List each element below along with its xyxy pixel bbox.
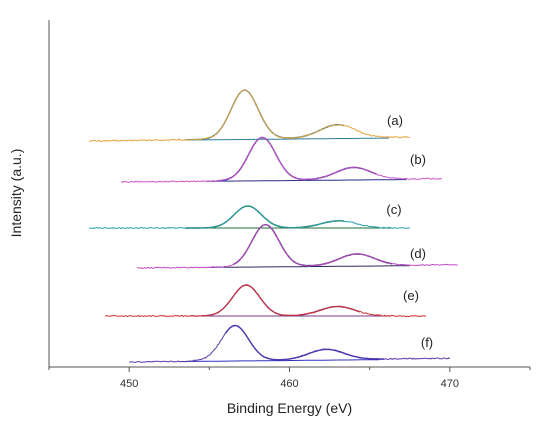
series-label-1: (b) — [410, 152, 426, 167]
series-label-5: (f) — [421, 335, 433, 350]
series-line-0 — [88, 89, 410, 143]
series-line-3 — [137, 224, 458, 270]
y-axis-title: Intensity (a.u.) — [8, 149, 24, 238]
series-label-4: (e) — [403, 288, 419, 303]
fit-line-1 — [217, 136, 377, 182]
background-line-0 — [188, 137, 389, 141]
fit-line-4 — [201, 284, 361, 317]
trace-group: (a) (b) (c) (d) (e) (f) — [88, 89, 458, 363]
x-tick-label: 450 — [120, 378, 138, 390]
fit-line-0 — [185, 89, 345, 141]
series-label-0: (a) — [387, 113, 403, 128]
x-tick-label: 460 — [280, 378, 298, 390]
x-axis-title: Binding Energy (eV) — [227, 400, 352, 416]
background-line-5 — [178, 359, 380, 362]
series-line-5 — [129, 324, 451, 363]
background-line-1 — [206, 179, 407, 182]
x-tick-label: 470 — [441, 378, 459, 390]
series-line-2 — [88, 205, 410, 230]
series-line-1 — [120, 136, 442, 183]
series-label-3: (d) — [410, 246, 426, 261]
x-axis-ticks: 450 460 470 — [48, 367, 531, 390]
fit-line-5 — [224, 324, 385, 361]
series-label-2: (c) — [386, 202, 401, 217]
series-line-4 — [104, 284, 426, 318]
